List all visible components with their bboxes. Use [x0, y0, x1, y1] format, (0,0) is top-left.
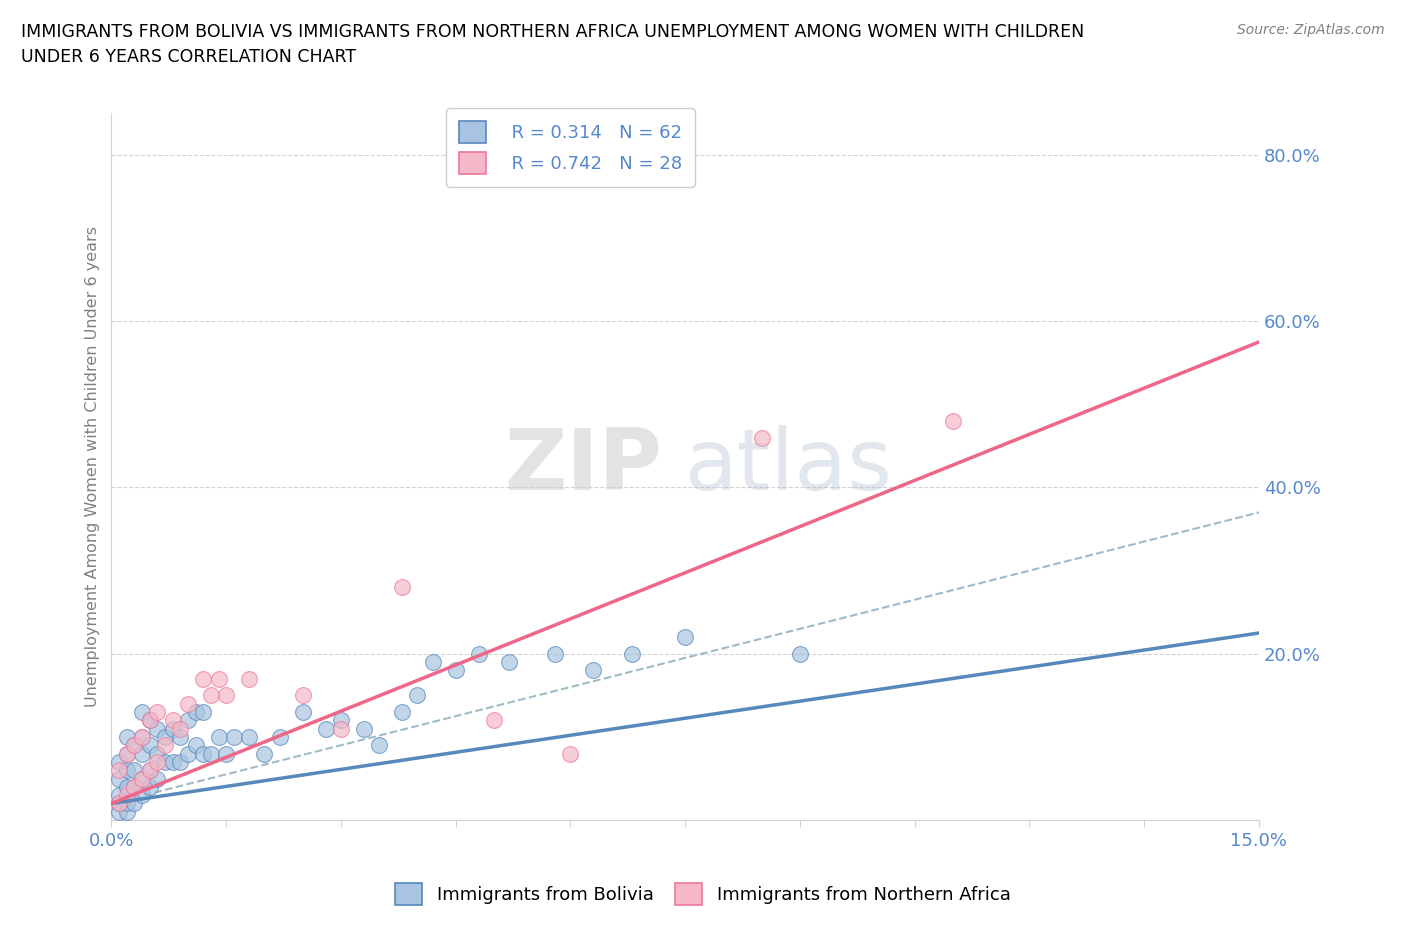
Point [115, 788, 138, 803]
Point [329, 713, 352, 728]
Point [146, 721, 169, 736]
Point [138, 779, 160, 794]
Point [124, 737, 146, 752]
Point [131, 729, 153, 744]
Point [131, 788, 153, 803]
Point [131, 771, 153, 786]
Point [115, 746, 138, 761]
Point [162, 754, 184, 769]
Point [184, 705, 207, 720]
Legend: Immigrants from Bolivia, Immigrants from Northern Africa: Immigrants from Bolivia, Immigrants from… [384, 872, 1022, 916]
Text: ZIP: ZIP [505, 425, 662, 508]
Text: Source: ZipAtlas.com: Source: ZipAtlas.com [1237, 23, 1385, 37]
Point [329, 721, 352, 736]
Y-axis label: Unemployment Among Women with Children Under 6 years: Unemployment Among Women with Children U… [86, 226, 100, 707]
Point [169, 721, 191, 736]
Point [207, 729, 229, 744]
Point [108, 788, 131, 803]
Point [673, 630, 696, 644]
Point [444, 663, 467, 678]
Point [115, 779, 138, 794]
Point [153, 737, 176, 752]
Point [146, 754, 169, 769]
Point [238, 729, 260, 744]
Point [146, 746, 169, 761]
Point [269, 729, 291, 744]
Point [200, 746, 222, 761]
Point [124, 796, 146, 811]
Point [177, 713, 200, 728]
Point [131, 746, 153, 761]
Point [115, 804, 138, 819]
Point [153, 729, 176, 744]
Point [620, 646, 643, 661]
Point [108, 804, 131, 819]
Point [193, 671, 215, 686]
Point [115, 729, 138, 744]
Point [169, 729, 191, 744]
Point [391, 579, 413, 594]
Point [544, 646, 567, 661]
Point [193, 705, 215, 720]
Point [169, 754, 191, 769]
Point [942, 414, 965, 429]
Point [108, 763, 131, 777]
Point [353, 721, 375, 736]
Point [146, 705, 169, 720]
Point [153, 754, 176, 769]
Point [177, 697, 200, 711]
Point [138, 763, 160, 777]
Point [368, 737, 391, 752]
Point [115, 763, 138, 777]
Point [131, 771, 153, 786]
Point [406, 688, 429, 703]
Text: IMMIGRANTS FROM BOLIVIA VS IMMIGRANTS FROM NORTHERN AFRICA UNEMPLOYMENT AMONG WO: IMMIGRANTS FROM BOLIVIA VS IMMIGRANTS FR… [21, 23, 1084, 41]
Point [207, 671, 229, 686]
Point [193, 746, 215, 761]
Point [124, 779, 146, 794]
Point [108, 796, 131, 811]
Point [124, 737, 146, 752]
Point [789, 646, 811, 661]
Point [560, 746, 582, 761]
Point [146, 771, 169, 786]
Point [238, 671, 260, 686]
Point [391, 705, 413, 720]
Text: UNDER 6 YEARS CORRELATION CHART: UNDER 6 YEARS CORRELATION CHART [21, 48, 356, 66]
Point [124, 779, 146, 794]
Point [138, 763, 160, 777]
Point [200, 688, 222, 703]
Point [124, 763, 146, 777]
Point [177, 746, 200, 761]
Text: atlas: atlas [685, 425, 893, 508]
Point [582, 663, 605, 678]
Point [291, 705, 314, 720]
Point [131, 705, 153, 720]
Point [215, 746, 238, 761]
Point [222, 729, 245, 744]
Point [291, 688, 314, 703]
Point [108, 754, 131, 769]
Point [215, 688, 238, 703]
Point [138, 737, 160, 752]
Point [498, 655, 520, 670]
Point [482, 713, 505, 728]
Point [115, 746, 138, 761]
Point [108, 796, 131, 811]
Point [751, 431, 773, 445]
Point [184, 737, 207, 752]
Point [467, 646, 489, 661]
Point [162, 721, 184, 736]
Point [138, 713, 160, 728]
Point [253, 746, 276, 761]
Point [115, 796, 138, 811]
Legend:   R = 0.314   N = 62,   R = 0.742   N = 28: R = 0.314 N = 62, R = 0.742 N = 28 [446, 108, 695, 187]
Point [108, 771, 131, 786]
Point [315, 721, 337, 736]
Point [138, 713, 160, 728]
Point [422, 655, 444, 670]
Point [131, 729, 153, 744]
Point [162, 713, 184, 728]
